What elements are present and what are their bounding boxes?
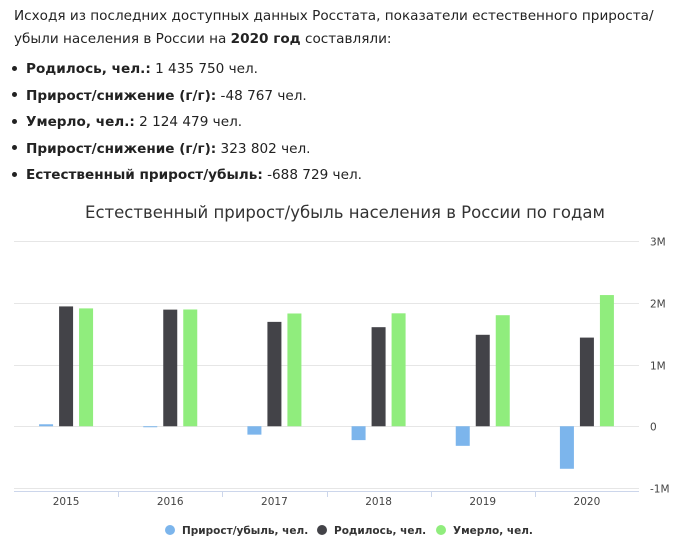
stat-label: Умерло, чел.: <box>26 114 135 130</box>
bar <box>559 426 574 469</box>
bar <box>79 308 94 427</box>
x-tick-label: 2017 <box>261 496 288 508</box>
bullet-icon <box>12 171 17 177</box>
stat-label: Прирост/снижение (г/г): <box>26 140 217 157</box>
chart-title: Естественный прирост/убыль населения в Р… <box>85 203 605 222</box>
legend-marker <box>165 525 175 535</box>
bar-series <box>39 295 614 469</box>
bar <box>247 426 262 435</box>
stat-item: Родилось, чел.: 1 435 750 чел. <box>12 56 362 83</box>
bar <box>163 309 178 427</box>
bullet-icon <box>12 92 17 97</box>
legend-marker <box>317 525 327 535</box>
stat-value: -48 767 чел. <box>216 87 307 104</box>
legend-label: Прирост/убыль, чел. <box>182 525 308 537</box>
intro-text-end: составляли: <box>300 31 392 47</box>
natural-growth-chart: Естественный прирост/убыль населения в Р… <box>14 203 670 537</box>
chart-container: Естественный прирост/убыль населения в Р… <box>0 190 699 543</box>
stat-item: Прирост/снижение (г/г): -48 767 чел. <box>12 83 362 110</box>
y-tick-label: 2M <box>650 299 666 311</box>
bar <box>475 334 490 427</box>
bar <box>143 426 158 428</box>
stat-item: Прирост/снижение (г/г): 323 802 чел. <box>12 136 362 163</box>
stat-label: Родилось, чел.: <box>26 61 151 77</box>
intro-year: 2020 год <box>230 31 301 47</box>
y-tick-label: 1M <box>650 361 666 373</box>
stat-value: -688 729 чел. <box>262 167 362 183</box>
bullet-icon <box>12 118 17 124</box>
stat-value: 1 435 750 чел. <box>150 61 258 77</box>
bullet-icon <box>12 65 17 71</box>
stat-label: Естественный прирост/убыль: <box>26 167 263 183</box>
bar <box>495 315 510 427</box>
legend: Прирост/убыль, чел. Родилось, чел. Умерло,… <box>165 525 533 537</box>
y-axis-labels: 3M 2M 1M 0 -1M <box>650 237 670 496</box>
bar <box>351 426 366 441</box>
y-tick-label: 3M <box>650 237 666 249</box>
stats-list: Родилось, чел.: 1 435 750 чел. Прирост/с… <box>12 56 362 189</box>
stat-value: 323 802 чел. <box>216 140 311 157</box>
bar <box>579 337 594 427</box>
intro-text: Исходя из последних доступных данных Рос… <box>14 8 654 47</box>
bar <box>391 313 406 427</box>
bar <box>183 309 198 427</box>
legend-label: Умерло, чел. <box>453 525 533 537</box>
bar <box>599 295 614 427</box>
legend-label: Родилось, чел. <box>334 525 426 537</box>
stat-item: Умерло, чел.: 2 124 479 чел. <box>12 109 362 136</box>
stat-item: Естественный прирост/убыль: -688 729 чел… <box>12 162 362 189</box>
legend-marker <box>436 525 446 535</box>
y-tick-label: -1M <box>650 484 670 496</box>
bullet-icon <box>12 145 17 150</box>
bar <box>39 424 54 427</box>
x-tick-label: 2016 <box>157 496 184 508</box>
y-tick-label: 0 <box>650 422 657 434</box>
x-tick-label: 2015 <box>53 496 80 508</box>
bar <box>59 306 74 427</box>
bar <box>267 321 282 427</box>
grid-lines <box>14 241 639 497</box>
intro-paragraph: Исходя из последних доступных данных Рос… <box>14 5 684 51</box>
bar <box>455 426 470 446</box>
stat-value: 2 124 479 чел. <box>134 114 243 130</box>
bar <box>371 327 386 427</box>
bar <box>287 313 302 427</box>
x-tick-label: 2019 <box>469 496 496 508</box>
stat-label: Прирост/снижение (г/г): <box>26 87 217 104</box>
x-axis-labels: 2015 2016 2017 2018 2019 2020 <box>53 496 601 508</box>
x-tick-label: 2020 <box>574 496 601 508</box>
x-tick-label: 2018 <box>365 496 392 508</box>
